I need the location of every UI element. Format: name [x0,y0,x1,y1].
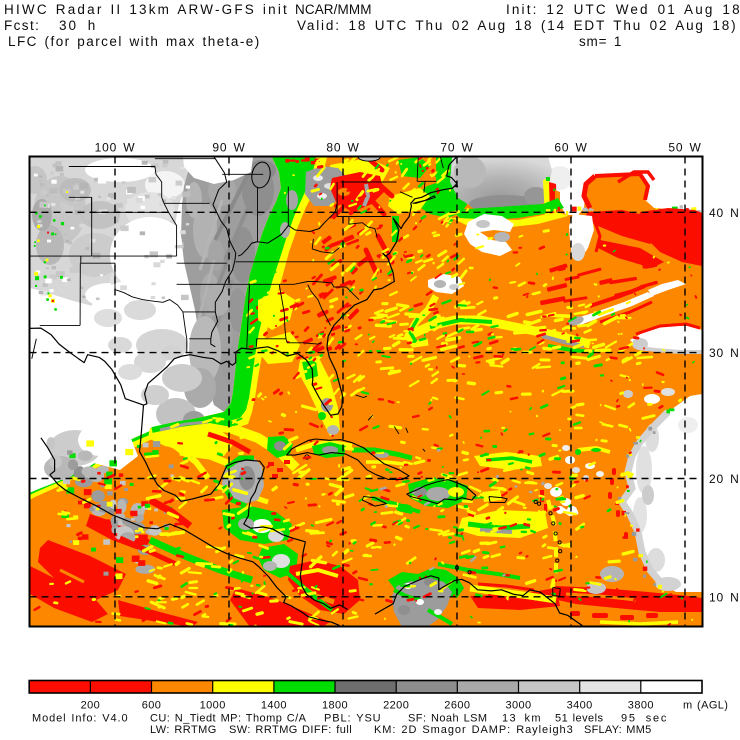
svg-text:SW: RRTMG: SW: RRTMG [229,724,298,736]
svg-text:13 km: 13 km [502,713,542,725]
svg-text:1400: 1400 [261,700,287,712]
svg-text:Init: 12 UTC Wed 01 Aug 18: Init: 12 UTC Wed 01 Aug 18 [506,2,740,17]
svg-text:NCAR/MMM: NCAR/MMM [295,2,372,17]
svg-text:50 W: 50 W [668,141,701,155]
svg-text:DIFF: full: DIFF: full [302,724,352,736]
svg-text:3800: 3800 [628,700,654,712]
svg-text:KM: 2D Smagor DAMP: Rayleigh3: KM: 2D Smagor DAMP: Rayleigh3 [374,724,574,736]
svg-text:PBL: YSU: PBL: YSU [324,713,382,725]
svg-text:80 W: 80 W [326,141,359,155]
svg-text:10 N: 10 N [709,590,740,604]
svg-text:51 levels: 51 levels [555,713,604,725]
svg-text:100 W: 100 W [95,141,136,155]
svg-text:Fcst:: Fcst: [4,18,40,33]
svg-text:3000: 3000 [505,700,531,712]
svg-text:Valid: 18 UTC Thu 02 Aug 18 (1: Valid: 18 UTC Thu 02 Aug 18 (14 EDT Thu … [297,18,737,33]
svg-text:CU: N_Tiedt MP: Thomp C/A: CU: N_Tiedt MP: Thomp C/A [150,713,307,725]
svg-text:1800: 1800 [322,700,348,712]
svg-text:3400: 3400 [567,700,593,712]
svg-text:95 sec: 95 sec [621,713,668,725]
svg-text:600: 600 [142,700,162,712]
svg-text:200: 200 [81,700,101,712]
svg-text:40 N: 40 N [709,206,740,220]
svg-text:2200: 2200 [383,700,409,712]
svg-text:70 W: 70 W [440,141,473,155]
svg-text:LW: RRTMG: LW: RRTMG [150,724,217,736]
svg-text:SFLAY: MM5: SFLAY: MM5 [584,724,651,736]
svg-text:LFC (for parcel with max theta: LFC (for parcel with max theta-e) [8,34,261,49]
svg-text:1000: 1000 [200,700,226,712]
svg-text:30 h: 30 h [59,18,97,33]
svg-text:2600: 2600 [444,700,470,712]
svg-text:Model Info: V4.0: Model Info: V4.0 [32,713,129,725]
svg-text:m (AGL): m (AGL) [683,700,728,712]
svg-text:SF: Noah LSM: SF: Noah LSM [408,713,488,725]
svg-text:60 W: 60 W [554,141,587,155]
svg-text:sm= 1: sm= 1 [579,34,622,49]
svg-text:30 N: 30 N [709,346,740,360]
svg-text:20 N: 20 N [709,472,740,486]
svg-text:HIWC Radar II 13km ARW-GFS ini: HIWC Radar II 13km ARW-GFS init [4,2,289,17]
svg-text:90 W: 90 W [212,141,245,155]
